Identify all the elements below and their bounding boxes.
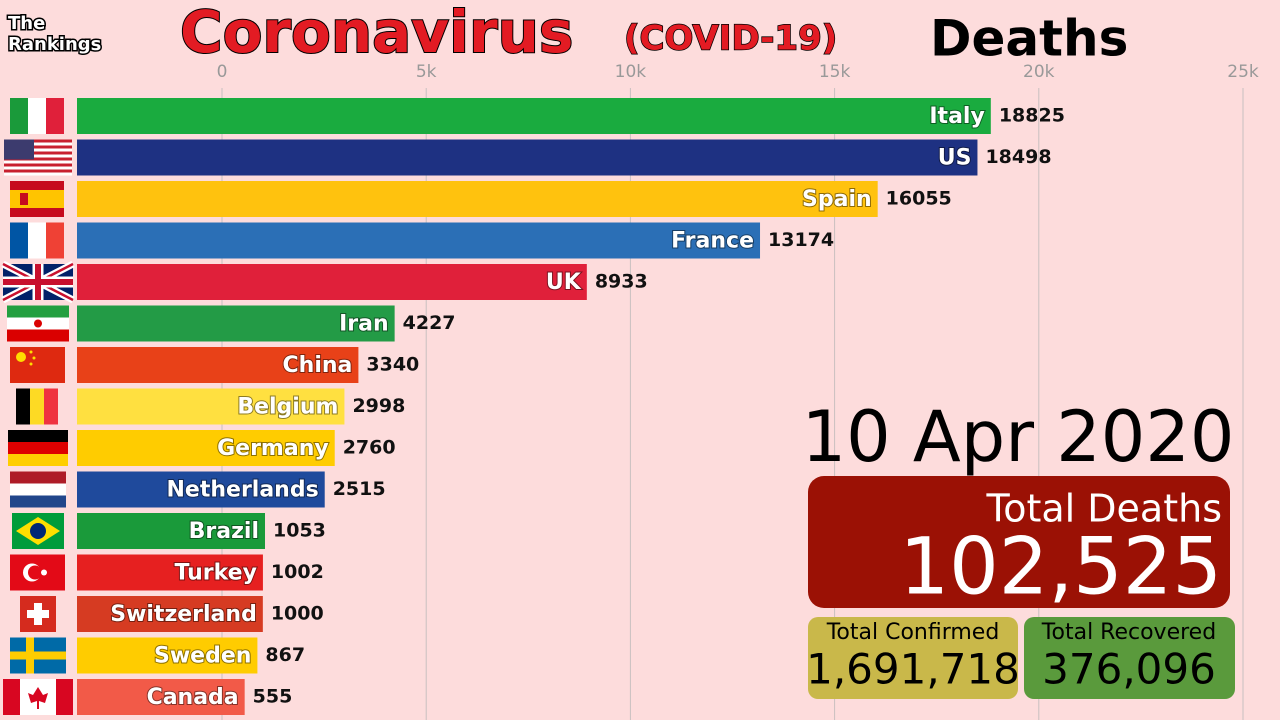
value-label: 555 bbox=[253, 686, 293, 708]
value-label: 18498 bbox=[985, 146, 1051, 168]
value-label: 18825 bbox=[999, 105, 1065, 127]
bar bbox=[77, 222, 761, 259]
logo-text: The bbox=[8, 13, 45, 34]
recovered-box bbox=[1024, 617, 1235, 699]
x-tick-label: 15k bbox=[819, 62, 851, 82]
flag bbox=[10, 347, 65, 383]
flag bbox=[16, 388, 58, 425]
bar bbox=[77, 139, 978, 176]
bar-label: China bbox=[283, 353, 353, 378]
bar bbox=[77, 305, 395, 342]
flag bbox=[1, 260, 75, 304]
flag bbox=[10, 98, 64, 134]
recovered-value: 376,096 bbox=[1042, 645, 1216, 694]
bar bbox=[77, 637, 258, 674]
value-label: 16055 bbox=[886, 188, 952, 210]
value-label: 3340 bbox=[366, 354, 419, 376]
x-tick-label: 5k bbox=[416, 62, 437, 82]
bar-label: US bbox=[938, 146, 972, 171]
value-label: 8933 bbox=[595, 271, 648, 293]
value-label: 13174 bbox=[768, 229, 834, 251]
metric-title: Deaths bbox=[930, 10, 1128, 68]
chart-title: Coronavirus bbox=[180, 0, 573, 66]
flag bbox=[20, 596, 56, 632]
logo-text: Rankings bbox=[8, 34, 101, 55]
x-tick-label: 20k bbox=[1023, 62, 1055, 82]
totals-panel: 10 Apr 2020 Total Deaths 102,525 Total C… bbox=[802, 396, 1235, 699]
flag bbox=[8, 430, 68, 466]
value-label: 2760 bbox=[343, 437, 396, 459]
flag bbox=[10, 222, 64, 259]
bar-label: Brazil bbox=[189, 519, 259, 544]
deaths-value: 102,525 bbox=[899, 522, 1222, 612]
bar bbox=[77, 264, 587, 300]
chart-subtitle: (COVID-19) bbox=[624, 19, 837, 59]
bar bbox=[77, 554, 263, 591]
flag bbox=[10, 181, 64, 217]
deaths-box bbox=[808, 476, 1230, 608]
flag bbox=[10, 637, 66, 674]
confirmed-value: 1,691,718 bbox=[806, 645, 1020, 694]
x-tick-label: 10k bbox=[615, 62, 647, 82]
bar-label: Italy bbox=[929, 104, 984, 129]
bar bbox=[77, 679, 245, 715]
bar bbox=[77, 98, 991, 134]
x-tick-label: 25k bbox=[1227, 62, 1259, 82]
bar bbox=[77, 347, 359, 383]
recovered-label: Total Recovered bbox=[1041, 620, 1216, 645]
deaths-label: Total Deaths bbox=[985, 487, 1222, 531]
bar bbox=[77, 181, 878, 217]
value-label: 4227 bbox=[403, 312, 456, 334]
value-label: 867 bbox=[265, 644, 305, 666]
flag bbox=[7, 305, 69, 342]
logo: The Rankings bbox=[7, 12, 103, 57]
value-label: 1002 bbox=[271, 561, 324, 583]
flag bbox=[10, 471, 66, 508]
bar-label: Switzerland bbox=[110, 602, 257, 627]
bar-label: Germany bbox=[217, 436, 329, 461]
confirmed-label: Total Confirmed bbox=[826, 620, 1000, 645]
bar bbox=[77, 596, 263, 632]
value-label: 2998 bbox=[352, 395, 405, 417]
bar bbox=[77, 471, 325, 508]
bar-label: Belgium bbox=[237, 395, 338, 420]
bar-label: France bbox=[671, 229, 754, 254]
bar-label: Iran bbox=[339, 312, 389, 337]
bar bbox=[77, 513, 266, 549]
bar bbox=[77, 388, 345, 425]
bar-label: Turkey bbox=[175, 561, 257, 586]
value-label: 2515 bbox=[333, 478, 386, 500]
value-label: 1053 bbox=[273, 520, 326, 542]
date-label: 10 Apr 2020 bbox=[802, 396, 1235, 478]
bar-label: Netherlands bbox=[167, 478, 319, 503]
flag bbox=[3, 679, 73, 715]
bar-label: Sweden bbox=[154, 644, 251, 669]
confirmed-box bbox=[808, 617, 1018, 699]
bar bbox=[77, 430, 335, 466]
flag bbox=[4, 139, 72, 176]
bar-label: Spain bbox=[802, 187, 872, 212]
flags bbox=[1, 98, 75, 715]
value-label: 1000 bbox=[271, 603, 324, 625]
flag bbox=[12, 513, 64, 549]
bar-label: Canada bbox=[147, 685, 239, 710]
x-tick-label: 0 bbox=[217, 62, 228, 82]
bar-label: UK bbox=[546, 270, 582, 295]
flag bbox=[10, 554, 65, 591]
